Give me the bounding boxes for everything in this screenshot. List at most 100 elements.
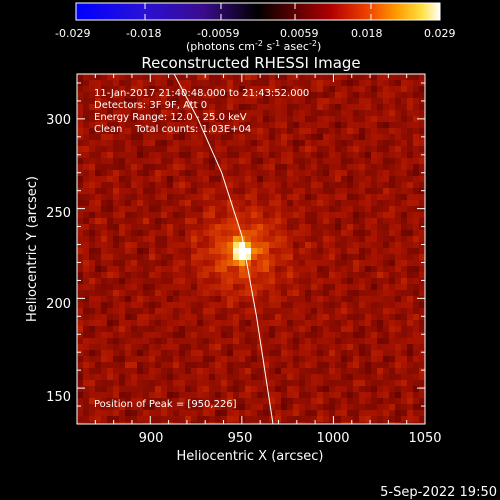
heatmap-cell <box>167 146 174 153</box>
heatmap-cell <box>299 200 306 207</box>
heatmap-cell <box>233 404 240 411</box>
heatmap-cell <box>191 194 198 201</box>
heatmap-cell <box>317 350 324 357</box>
heatmap-cell <box>239 332 246 339</box>
y-tick-label: 200 <box>46 297 71 312</box>
heatmap-cell <box>299 80 306 87</box>
heatmap-cell <box>149 386 156 393</box>
heatmap-cell <box>311 224 318 231</box>
heatmap-cell <box>359 218 366 225</box>
heatmap-cell <box>77 260 84 267</box>
heatmap-cell <box>365 380 372 387</box>
heatmap-cell <box>365 80 372 87</box>
heatmap-cell <box>317 236 324 243</box>
heatmap-cell <box>359 224 366 231</box>
heatmap-cell <box>77 86 84 93</box>
heatmap-cell <box>389 188 396 195</box>
heatmap-cell <box>263 254 270 261</box>
heatmap-cell <box>191 86 198 93</box>
heatmap-cell <box>269 218 276 225</box>
heatmap-cell <box>263 398 270 405</box>
heatmap-cell <box>305 194 312 201</box>
heatmap-cell <box>245 98 252 105</box>
heatmap-cell <box>275 116 282 123</box>
heatmap-cell <box>155 248 162 255</box>
heatmap-cell <box>293 182 300 189</box>
heatmap-cell <box>317 206 324 213</box>
heatmap-cell <box>401 182 408 189</box>
heatmap-cell <box>365 290 372 297</box>
heatmap-cell <box>227 212 234 219</box>
heatmap-cell <box>161 332 168 339</box>
heatmap-cell <box>305 218 312 225</box>
heatmap-cell <box>119 176 126 183</box>
heatmap-cell <box>209 332 216 339</box>
heatmap-cell <box>287 410 294 417</box>
heatmap-cell <box>389 374 396 381</box>
heatmap-cell <box>395 326 402 333</box>
heatmap-cell <box>203 140 210 147</box>
heatmap-cell <box>335 212 342 219</box>
heatmap-cell <box>371 164 378 171</box>
heatmap-cell <box>227 308 234 315</box>
heatmap-cell <box>329 104 336 111</box>
heatmap-cell <box>95 260 102 267</box>
heatmap-cell <box>179 164 186 171</box>
heatmap-cell <box>311 278 318 285</box>
heatmap-cell <box>263 260 270 267</box>
heatmap-cell <box>143 248 150 255</box>
heatmap-cell <box>155 392 162 399</box>
heatmap-cell <box>257 242 264 249</box>
heatmap-cell <box>203 350 210 357</box>
heatmap-cell <box>317 374 324 381</box>
heatmap-cell <box>155 116 162 123</box>
heatmap-cell <box>215 326 222 333</box>
heatmap-cell <box>209 380 216 387</box>
heatmap-cell <box>155 302 162 309</box>
heatmap-cell <box>185 146 192 153</box>
heatmap-cell <box>101 272 108 279</box>
heatmap-cell <box>137 176 144 183</box>
heatmap-cell <box>203 218 210 225</box>
heatmap-cell <box>383 272 390 279</box>
heatmap-cell <box>137 422 144 424</box>
heatmap-cell <box>317 200 324 207</box>
heatmap-cell <box>401 332 408 339</box>
heatmap-cell <box>275 182 282 189</box>
heatmap-cell <box>311 380 318 387</box>
heatmap-cell <box>77 284 84 291</box>
heatmap-cell <box>257 344 264 351</box>
heatmap-cell <box>287 332 294 339</box>
heatmap-cell <box>311 98 318 105</box>
heatmap-cell <box>191 320 198 327</box>
heatmap-cell <box>299 248 306 255</box>
heatmap-cell <box>383 356 390 363</box>
heatmap-cell <box>413 230 420 237</box>
heatmap-cell <box>173 104 180 111</box>
heatmap-cell <box>77 422 84 424</box>
heatmap-cell <box>269 242 276 249</box>
heatmap-cell <box>131 242 138 249</box>
heatmap-cell <box>269 302 276 309</box>
heatmap-cell <box>233 320 240 327</box>
heatmap-cell <box>125 242 132 249</box>
heatmap-cell <box>389 134 396 141</box>
heatmap-cell <box>305 320 312 327</box>
heatmap-cell <box>287 278 294 285</box>
heatmap-cell <box>107 116 114 123</box>
heatmap-cell <box>191 362 198 369</box>
heatmap-cell <box>191 404 198 411</box>
heatmap-cell <box>143 188 150 195</box>
heatmap-cell <box>317 134 324 141</box>
heatmap-cell <box>215 350 222 357</box>
heatmap-cell <box>89 344 96 351</box>
heatmap-cell <box>317 314 324 321</box>
heatmap-cell <box>335 224 342 231</box>
heatmap-cell <box>173 140 180 147</box>
heatmap-cell <box>317 260 324 267</box>
heatmap-cell <box>305 284 312 291</box>
heatmap-cell <box>101 134 108 141</box>
heatmap-cell <box>329 284 336 291</box>
heatmap-cell <box>239 200 246 207</box>
heatmap-cell <box>203 122 210 129</box>
